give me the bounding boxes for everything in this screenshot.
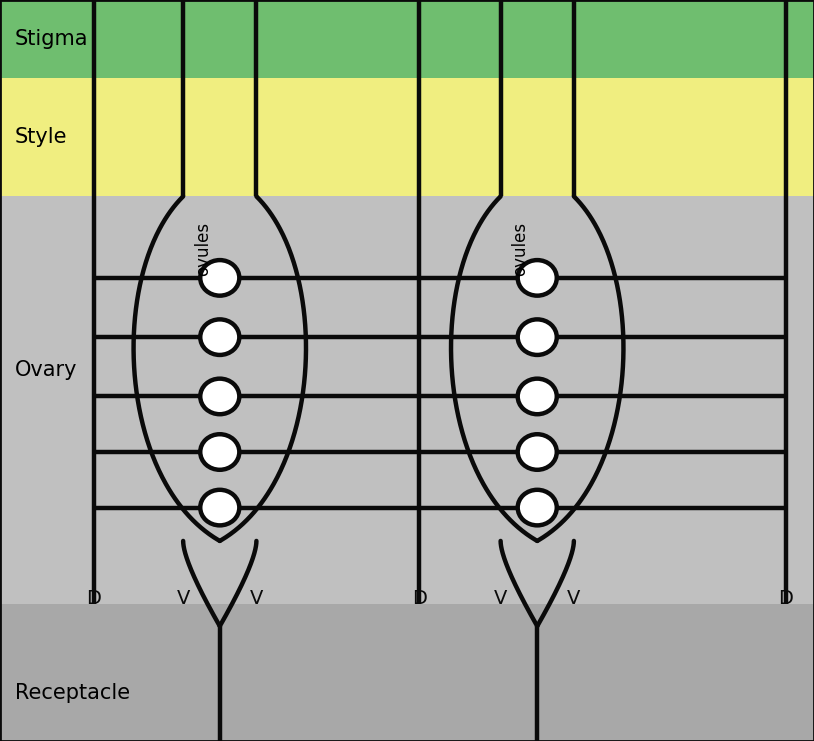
Text: V: V bbox=[494, 589, 507, 608]
Text: Ovary: Ovary bbox=[15, 361, 77, 380]
Text: Receptacle: Receptacle bbox=[15, 683, 129, 702]
Text: V: V bbox=[177, 589, 190, 608]
Circle shape bbox=[518, 379, 557, 414]
Circle shape bbox=[200, 490, 239, 525]
Text: V: V bbox=[250, 589, 263, 608]
Circle shape bbox=[518, 260, 557, 296]
Circle shape bbox=[200, 379, 239, 414]
Text: Stigma: Stigma bbox=[15, 29, 88, 48]
Text: D: D bbox=[86, 589, 101, 608]
Bar bbox=[0, 604, 814, 741]
Bar bbox=[0, 0, 814, 78]
Bar bbox=[0, 78, 814, 196]
Text: ovules: ovules bbox=[511, 222, 529, 276]
Text: ovules: ovules bbox=[194, 222, 212, 276]
Bar bbox=[0, 196, 814, 604]
Text: D: D bbox=[412, 589, 427, 608]
Circle shape bbox=[518, 490, 557, 525]
Circle shape bbox=[518, 434, 557, 470]
Circle shape bbox=[200, 260, 239, 296]
Text: Style: Style bbox=[15, 127, 67, 147]
Circle shape bbox=[200, 434, 239, 470]
Text: D: D bbox=[778, 589, 793, 608]
Circle shape bbox=[200, 319, 239, 355]
Text: V: V bbox=[567, 589, 580, 608]
Circle shape bbox=[518, 319, 557, 355]
